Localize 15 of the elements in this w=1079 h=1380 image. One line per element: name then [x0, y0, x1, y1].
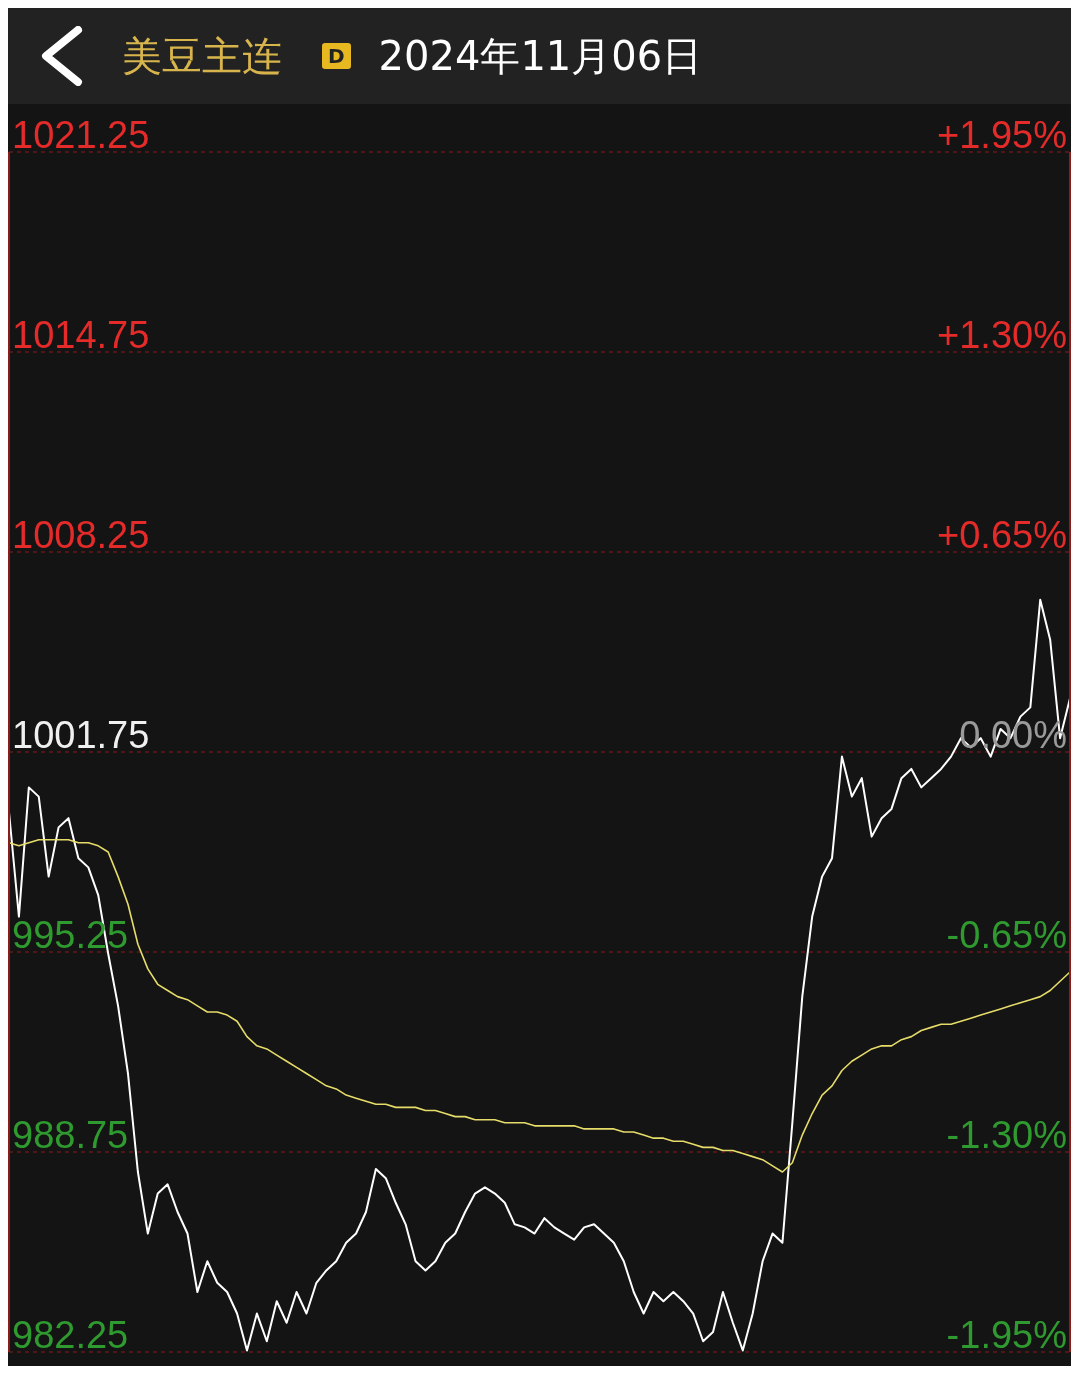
- y-tick-label: 1001.75: [12, 714, 150, 756]
- y-tick-label: 988.75: [12, 1114, 129, 1156]
- chart-subtitle: 2024年11月06日: [378, 31, 703, 81]
- y-tick-label: 1008.25: [12, 514, 150, 556]
- y2-tick-label: +0.65%: [937, 514, 1067, 556]
- y-tick-label: 1021.25: [12, 114, 150, 156]
- y2-tick-label: -1.30%: [946, 1114, 1067, 1156]
- y-tick-label: 982.25: [12, 1314, 129, 1356]
- y2-tick-label: +1.95%: [937, 114, 1067, 156]
- y2-tick-label: -0.65%: [946, 914, 1067, 956]
- y2-tick-label: +1.30%: [937, 314, 1067, 356]
- chart-title: 美豆主连: [122, 31, 282, 81]
- y2-tick-label: -1.95%: [946, 1314, 1067, 1356]
- y-tick-label: 1014.75: [12, 314, 150, 356]
- text: D: [322, 43, 351, 69]
